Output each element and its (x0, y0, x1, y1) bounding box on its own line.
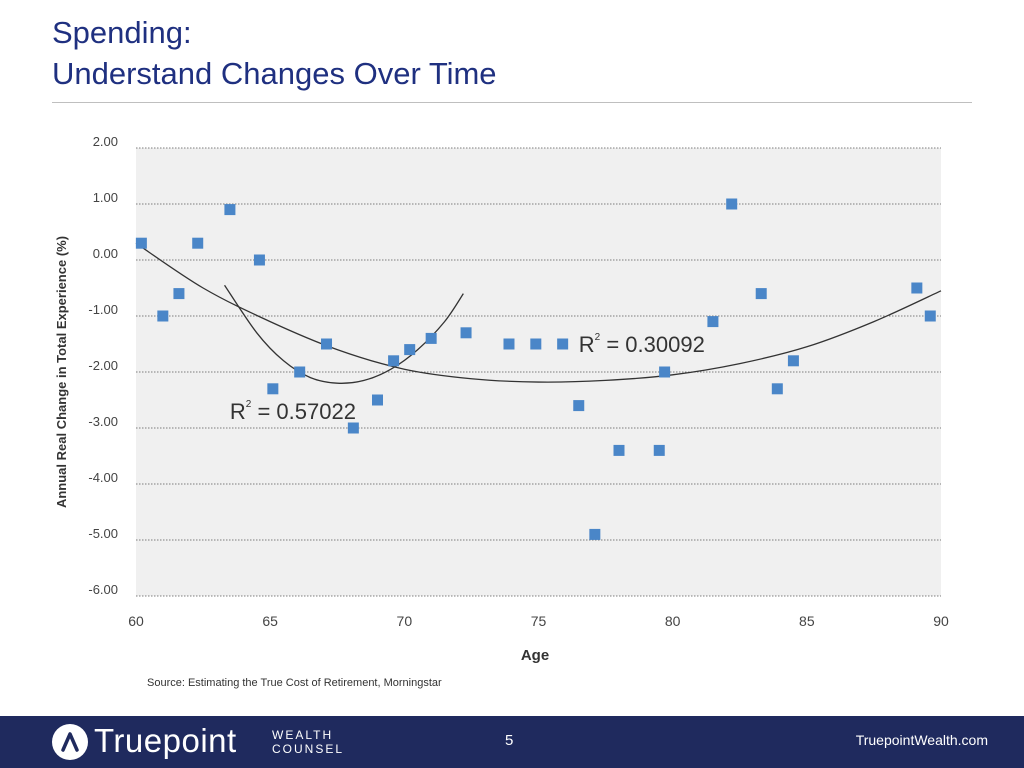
data-point (372, 394, 383, 406)
data-point (530, 338, 542, 350)
x-tick-label: 90 (933, 613, 949, 629)
y-tick-label: -1.00 (88, 302, 118, 317)
data-point (659, 366, 671, 378)
x-axis-title: Age (521, 647, 549, 664)
data-point (726, 198, 738, 210)
footer-bar: Truepoint WEALTH COUNSEL 5 TruepointWeal… (0, 716, 1024, 768)
x-tick-label: 65 (262, 613, 278, 629)
y-tick-label: 1.00 (93, 190, 118, 205)
data-point (173, 288, 185, 300)
x-tick-label: 60 (128, 613, 144, 629)
data-point (157, 310, 169, 322)
x-tick-label: 80 (665, 613, 681, 629)
logo-sub-line-2: COUNSEL (272, 742, 345, 756)
title-divider (52, 102, 972, 103)
x-tick-label: 70 (397, 613, 413, 629)
source-note: Source: Estimating the True Cost of Reti… (147, 677, 442, 689)
y-tick-label: -5.00 (88, 526, 118, 541)
data-point (267, 383, 279, 395)
logo-name: Truepoint (94, 722, 237, 759)
title-line-2: Understand Changes Over Time (52, 56, 497, 91)
logo-subtitle: WEALTH COUNSEL (272, 728, 352, 756)
data-point (347, 422, 359, 434)
y-tick-label: 2.00 (93, 134, 118, 149)
y-tick-label: -2.00 (88, 358, 118, 373)
y-tick-label: -6.00 (88, 582, 118, 597)
data-point (192, 237, 204, 249)
data-point (253, 254, 265, 266)
trendline (135, 242, 942, 383)
data-point (911, 282, 923, 294)
data-point (321, 338, 333, 350)
y-tick-label: -3.00 (88, 414, 118, 429)
data-point (294, 366, 306, 378)
data-point (388, 355, 400, 367)
scatter-chart: 2.00 1.00 0.00 -1.00 -2.00 -3.00 -4.00 -5.00 -6.… (54, 134, 949, 664)
data-point (771, 383, 783, 395)
data-point (787, 355, 799, 367)
data-point (755, 288, 767, 300)
y-axis-title: Annual Real Change in Total Experience (… (54, 236, 69, 508)
data-point (135, 237, 147, 249)
data-point (404, 344, 416, 356)
logo-mark-icon (52, 724, 88, 760)
y-tick-label: -4.00 (88, 470, 118, 485)
website-link[interactable]: TruepointWealth.com (855, 732, 988, 748)
page-number: 5 (505, 732, 514, 749)
data-point (224, 204, 236, 216)
r-squared-label: R2 = 0.30092 (579, 332, 705, 357)
title-line-1: Spending: (52, 15, 192, 50)
data-point (707, 316, 719, 328)
y-tick-label: 0.00 (93, 246, 118, 261)
r-squared-label: R2 = 0.57022 (230, 399, 356, 424)
data-point (460, 327, 472, 339)
data-point (425, 332, 437, 344)
x-tick-label: 85 (799, 613, 815, 629)
data-point (503, 338, 515, 350)
logo-sub-line-1: WEALTH (272, 728, 334, 742)
data-point (613, 444, 625, 456)
data-point (589, 528, 601, 540)
slide-title: Spending: Understand Changes Over Time (52, 12, 497, 94)
data-point (557, 338, 569, 350)
x-tick-label: 75 (531, 613, 547, 629)
data-point (573, 400, 585, 412)
data-point (924, 310, 936, 322)
data-point (653, 444, 665, 456)
